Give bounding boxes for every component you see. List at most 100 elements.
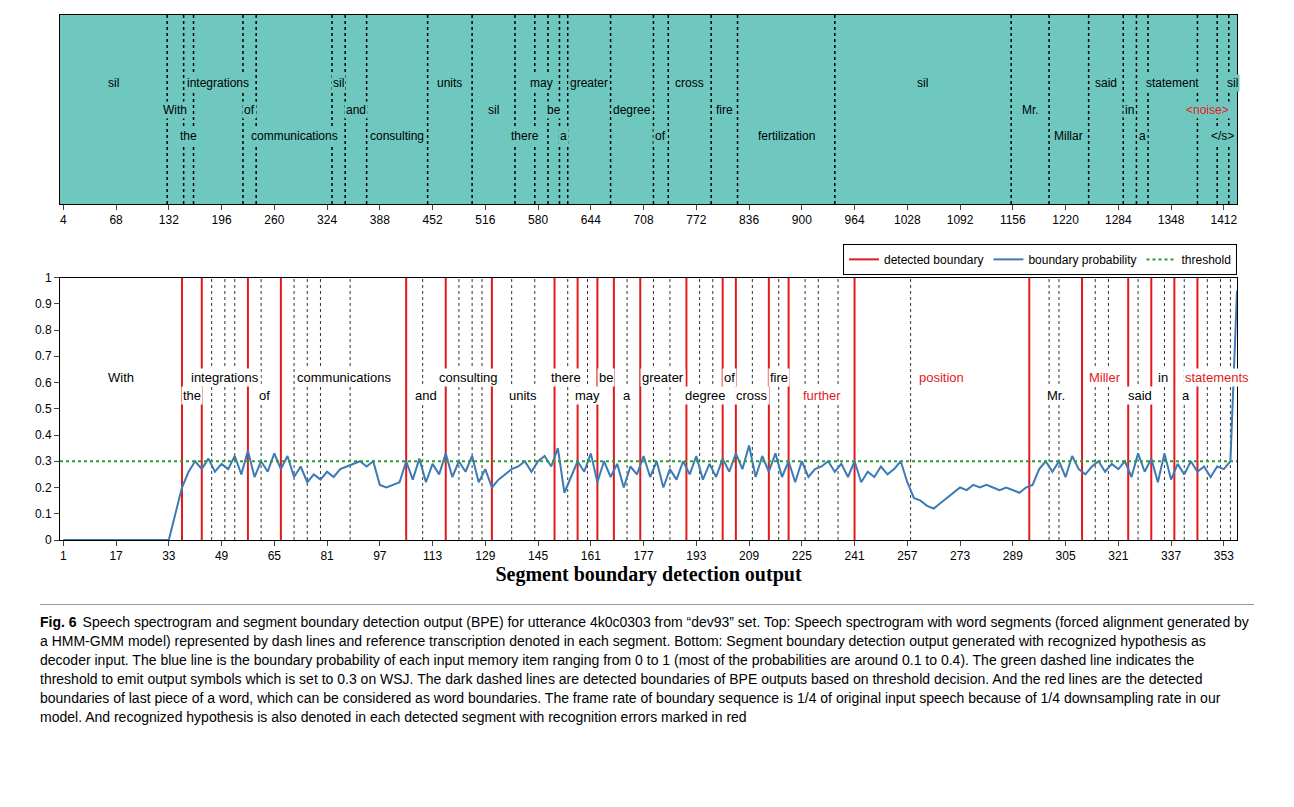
svg-text:cross: cross <box>736 388 768 403</box>
svg-text:1284: 1284 <box>1105 213 1132 227</box>
svg-text:305: 305 <box>1056 549 1076 563</box>
svg-text:boundary probability: boundary probability <box>1028 253 1136 267</box>
svg-text:a: a <box>623 388 631 403</box>
svg-text:greater: greater <box>642 370 684 385</box>
svg-text:a: a <box>1139 129 1146 143</box>
svg-text:in: in <box>1125 103 1134 117</box>
svg-text:0.3: 0.3 <box>35 454 52 468</box>
svg-text:fertilization: fertilization <box>758 129 815 143</box>
svg-text:644: 644 <box>581 213 601 227</box>
svg-text:241: 241 <box>845 549 865 563</box>
svg-text:sil: sil <box>917 76 928 90</box>
svg-text:sil: sil <box>108 76 119 90</box>
svg-text:0.6: 0.6 <box>35 376 52 390</box>
svg-text:said: said <box>1128 388 1152 403</box>
svg-text:communications: communications <box>297 370 391 385</box>
svg-text:cross: cross <box>675 76 704 90</box>
svg-text:Segment boundary detection out: Segment boundary detection output <box>495 563 801 586</box>
svg-text:580: 580 <box>528 213 548 227</box>
svg-text:17: 17 <box>109 549 123 563</box>
svg-text:sil: sil <box>488 103 499 117</box>
svg-text:consulting: consulting <box>370 129 424 143</box>
svg-text:there: there <box>511 129 539 143</box>
svg-text:statement: statement <box>1146 76 1199 90</box>
svg-text:the: the <box>183 388 201 403</box>
svg-text:<noise>: <noise> <box>1186 103 1229 117</box>
svg-text:further: further <box>803 388 841 403</box>
svg-text:be: be <box>599 370 613 385</box>
svg-text:units: units <box>509 388 537 403</box>
svg-text:said: said <box>1095 76 1117 90</box>
svg-text:greater: greater <box>570 76 608 90</box>
svg-text:1092: 1092 <box>947 213 974 227</box>
svg-text:0.7: 0.7 <box>35 349 52 363</box>
svg-text:257: 257 <box>897 549 917 563</box>
svg-text:516: 516 <box>475 213 495 227</box>
svg-text:may: may <box>575 388 600 403</box>
svg-text:0.5: 0.5 <box>35 402 52 416</box>
svg-text:the: the <box>180 129 197 143</box>
svg-text:Mr.: Mr. <box>1047 388 1065 403</box>
svg-text:273: 273 <box>950 549 970 563</box>
svg-text:a: a <box>560 129 567 143</box>
svg-text:1348: 1348 <box>1158 213 1185 227</box>
svg-text:177: 177 <box>634 549 654 563</box>
svg-text:353: 353 <box>1214 549 1234 563</box>
svg-text:threshold: threshold <box>1182 253 1231 267</box>
svg-text:0.1: 0.1 <box>35 507 52 521</box>
svg-text:161: 161 <box>581 549 601 563</box>
svg-text:1412: 1412 <box>1210 213 1237 227</box>
svg-text:of: of <box>244 103 255 117</box>
svg-text:324: 324 <box>317 213 337 227</box>
svg-text:4: 4 <box>60 213 67 227</box>
svg-text:900: 900 <box>792 213 812 227</box>
svg-text:in: in <box>1158 370 1168 385</box>
svg-text:97: 97 <box>373 549 387 563</box>
svg-text:detected boundary: detected boundary <box>884 253 983 267</box>
svg-text:836: 836 <box>739 213 759 227</box>
svg-text:sil: sil <box>333 76 344 90</box>
svg-text:Millar: Millar <box>1054 129 1083 143</box>
svg-text:and: and <box>415 388 437 403</box>
svg-text:sil: sil <box>1227 76 1238 90</box>
svg-text:0.8: 0.8 <box>35 323 52 337</box>
svg-text:and: and <box>346 103 366 117</box>
svg-text:1: 1 <box>45 271 52 285</box>
svg-text:145: 145 <box>528 549 548 563</box>
svg-text:260: 260 <box>264 213 284 227</box>
svg-text:772: 772 <box>686 213 706 227</box>
svg-text:may: may <box>530 76 553 90</box>
svg-text:integrations: integrations <box>187 76 249 90</box>
svg-text:964: 964 <box>845 213 865 227</box>
svg-text:communications: communications <box>251 129 338 143</box>
svg-text:1028: 1028 <box>894 213 921 227</box>
svg-text:196: 196 <box>212 213 232 227</box>
svg-text:units: units <box>437 76 462 90</box>
svg-text:129: 129 <box>475 549 495 563</box>
svg-text:statements: statements <box>1185 370 1249 385</box>
svg-text:Mr.: Mr. <box>1022 103 1039 117</box>
svg-text:With: With <box>108 370 134 385</box>
svg-text:225: 225 <box>792 549 812 563</box>
svg-text:193: 193 <box>686 549 706 563</box>
svg-text:1156: 1156 <box>1000 213 1026 227</box>
svg-text:</s>: </s> <box>1211 129 1234 143</box>
svg-text:degree: degree <box>613 103 651 117</box>
svg-text:321: 321 <box>1108 549 1128 563</box>
svg-text:be: be <box>547 103 561 117</box>
svg-text:68: 68 <box>109 213 123 227</box>
svg-text:Miller: Miller <box>1089 370 1121 385</box>
svg-text:degree: degree <box>685 388 725 403</box>
svg-text:With: With <box>163 103 187 117</box>
svg-text:1: 1 <box>60 549 67 563</box>
svg-text:fire: fire <box>716 103 733 117</box>
svg-text:289: 289 <box>1003 549 1023 563</box>
svg-text:of: of <box>724 370 735 385</box>
svg-text:49: 49 <box>215 549 229 563</box>
svg-text:81: 81 <box>320 549 334 563</box>
svg-text:of: of <box>259 388 270 403</box>
svg-text:209: 209 <box>739 549 759 563</box>
svg-text:of: of <box>655 129 666 143</box>
svg-text:1220: 1220 <box>1052 213 1079 227</box>
svg-text:113: 113 <box>423 549 442 563</box>
